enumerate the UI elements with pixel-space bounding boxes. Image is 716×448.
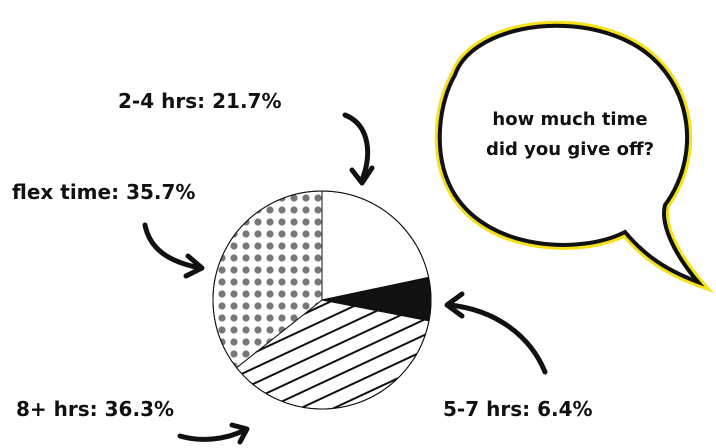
slice-label: 8+ hrs: 36.3% (16, 397, 174, 421)
labels: 2-4 hrs: 21.7% 5-7 hrs: 6.4% 8+ hrs: 36.3% fle… (12, 89, 593, 421)
arrows (142, 112, 548, 445)
category-label: 8+ hrs: (16, 397, 98, 421)
slice-label: 2-4 hrs: 21.7% (118, 89, 282, 113)
category-label: 2-4 hrs: (118, 89, 205, 113)
pie (212, 190, 432, 410)
arrow (444, 291, 465, 319)
arrow (349, 165, 375, 186)
value-label: 35.7% (126, 180, 195, 204)
arrow (177, 427, 248, 442)
arrow (447, 302, 548, 375)
speech-bubble: how much time did you give off? (434, 20, 715, 294)
arrow (142, 222, 203, 271)
pie-outline (212, 190, 432, 410)
arrow (183, 253, 205, 279)
slice-label: 5-7 hrs: 6.4% (443, 397, 593, 421)
arrow (342, 112, 371, 183)
slice-label: flex time: 35.7% (12, 180, 195, 204)
value-label: 21.7% (212, 89, 281, 113)
value-label: 36.3% (105, 397, 174, 421)
annotation: did you give off? (486, 139, 654, 160)
category-label: flex time: (12, 180, 119, 204)
arrow (229, 422, 250, 445)
category-label: 5-7 hrs: (443, 397, 530, 421)
annotation: how much time (492, 109, 647, 130)
value-label: 6.4% (537, 397, 592, 421)
